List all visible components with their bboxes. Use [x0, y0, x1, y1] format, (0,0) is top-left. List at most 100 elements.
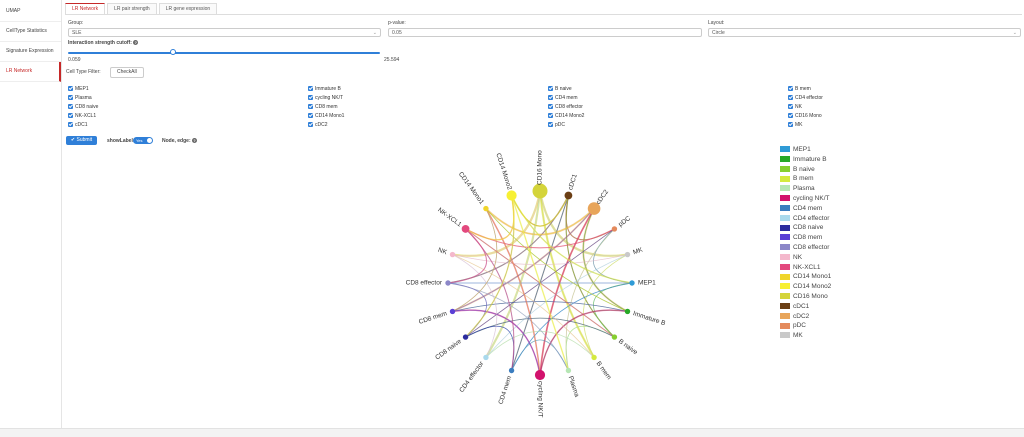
sidebar-item-umap[interactable]: UMAP	[0, 2, 61, 22]
network-node-label: CD14 Mono2	[494, 152, 513, 191]
celltype-checkbox[interactable]: CD8 mem	[308, 104, 338, 110]
legend-label: cDC1	[793, 302, 810, 310]
network-node[interactable]	[449, 308, 456, 315]
checkbox-checked-icon	[308, 86, 313, 92]
legend-item[interactable]: CD4 mem	[780, 205, 822, 215]
network-node[interactable]	[483, 205, 489, 212]
celltype-checkbox[interactable]: NK	[788, 104, 802, 110]
celltype-checkbox[interactable]: cDC2	[308, 122, 328, 128]
checkbox-checked-icon	[788, 122, 793, 128]
sidebar: UMAP CellType Statistics Signature Expre…	[0, 0, 62, 436]
network-node-label: NK-XCL1	[436, 207, 463, 229]
celltype-checkbox[interactable]: B mem	[788, 86, 811, 92]
celltype-checkbox[interactable]: cycling NK/T	[308, 95, 343, 101]
legend-item[interactable]: pDC	[780, 322, 806, 332]
celltype-checkbox[interactable]: Immature B	[308, 86, 341, 92]
help-icon[interactable]: ?	[192, 138, 198, 144]
showlabel-toggle[interactable]: Yes	[133, 137, 153, 144]
network-node[interactable]	[629, 280, 635, 286]
legend-item[interactable]: CD8 mem	[780, 234, 822, 244]
celltype-checkbox-label: B mem	[795, 86, 811, 92]
sidebar-item-signature-expression[interactable]: Signature Expression	[0, 42, 61, 62]
group-select[interactable]: SLE ⌄	[68, 28, 381, 37]
celltype-checkbox[interactable]: CD4 mem	[548, 95, 578, 101]
legend-item[interactable]: NK-XCL1	[780, 264, 820, 274]
network-node[interactable]	[506, 190, 517, 201]
network-node[interactable]	[587, 202, 601, 215]
checkbox-checked-icon	[68, 86, 73, 92]
legend-item[interactable]: B naive	[780, 166, 815, 176]
network-node[interactable]	[508, 367, 515, 374]
legend-item[interactable]: Immature B	[780, 156, 827, 166]
help-icon[interactable]: ?	[133, 40, 139, 46]
legend-item[interactable]: B mem	[780, 175, 814, 185]
network-node[interactable]	[564, 191, 573, 200]
tab-lr-pair-strength[interactable]: LR pair strength	[107, 3, 157, 15]
tab-lr-gene-expression[interactable]: LR gene expression	[158, 3, 218, 15]
network-node[interactable]	[611, 226, 618, 232]
network-node[interactable]	[532, 183, 548, 199]
sidebar-item-lr-network[interactable]: LR Network	[0, 62, 61, 82]
cutoff-slider-track[interactable]	[68, 52, 380, 54]
sidebar-item-celltype-statistics[interactable]: CellType Statistics	[0, 22, 61, 42]
legend-label: MK	[793, 332, 803, 340]
celltype-checkbox[interactable]: MEP1	[68, 86, 89, 92]
celltype-checkbox[interactable]: cDC1	[68, 122, 88, 128]
legend-item[interactable]: CD4 effector	[780, 215, 829, 225]
checkall-button[interactable]: CheckAll	[110, 67, 144, 78]
network-node[interactable]	[624, 308, 631, 315]
celltype-checkbox[interactable]: CD8 effector	[548, 104, 583, 110]
checkbox-checked-icon	[308, 95, 313, 101]
network-node[interactable]	[445, 280, 451, 286]
celltype-filter-label: Cell Type Filter:	[66, 69, 101, 75]
network-node-label: CD8 effector	[406, 280, 443, 287]
network-node[interactable]	[591, 354, 597, 361]
legend-item[interactable]: CD8 naive	[780, 224, 823, 234]
network-node[interactable]	[461, 225, 470, 233]
legend-item[interactable]: MEP1	[780, 146, 811, 156]
pvalue-input[interactable]: 0.05	[388, 28, 702, 37]
celltype-checkbox[interactable]: CD14 Mono2	[548, 113, 584, 119]
legend-swatch	[780, 332, 790, 339]
legend-item[interactable]: CD16 Mono	[780, 293, 828, 303]
network-node[interactable]	[483, 354, 489, 361]
celltype-checkbox[interactable]: CD8 naive	[68, 104, 98, 110]
legend-item[interactable]: CD14 Mono1	[780, 273, 831, 283]
network-node[interactable]	[565, 367, 572, 374]
cutoff-label-text: Interaction strength cutoff:	[68, 40, 132, 46]
celltype-checkbox[interactable]: MK	[788, 122, 803, 128]
submit-button[interactable]: ✔ Submit	[66, 136, 97, 145]
legend-swatch	[780, 283, 790, 290]
legend-item[interactable]: Plasma	[780, 185, 815, 195]
cutoff-label: Interaction strength cutoff: ?	[68, 40, 139, 46]
layout-select[interactable]: Circle ⌄	[708, 28, 1021, 37]
network-edge	[447, 228, 488, 284]
legend-item[interactable]: cDC1	[780, 303, 809, 313]
celltype-checkbox[interactable]: pDC	[548, 122, 565, 128]
network-node[interactable]	[534, 369, 546, 381]
network-node[interactable]	[611, 334, 618, 340]
legend-item[interactable]: NK	[780, 254, 802, 264]
network-node[interactable]	[462, 334, 469, 340]
cutoff-slider-handle[interactable]	[170, 49, 176, 55]
legend-item[interactable]: CD8 effector	[780, 244, 829, 254]
network-node-label: CD16 Mono	[537, 150, 544, 185]
tab-lr-network[interactable]: LR Network	[65, 3, 106, 15]
network-node[interactable]	[624, 251, 631, 258]
network-edge	[452, 254, 628, 265]
legend-item[interactable]: MK	[780, 332, 803, 342]
celltype-checkbox[interactable]: CD16 Mono	[788, 113, 822, 119]
network-node[interactable]	[449, 251, 456, 258]
legend-item[interactable]: cDC2	[780, 313, 809, 323]
celltype-checkbox[interactable]: B naive	[548, 86, 572, 92]
celltype-checkbox-label: B naive	[555, 86, 572, 92]
network-edge	[582, 254, 628, 358]
legend-item[interactable]: cycling NK/T	[780, 195, 829, 205]
network-edge	[511, 282, 633, 371]
checkbox-checked-icon	[548, 104, 553, 110]
celltype-checkbox[interactable]: CD14 Mono1	[308, 113, 344, 119]
legend-item[interactable]: CD14 Mono2	[780, 283, 831, 293]
celltype-checkbox[interactable]: Plasma	[68, 95, 92, 101]
celltype-checkbox[interactable]: CD4 effector	[788, 95, 823, 101]
celltype-checkbox[interactable]: NK-XCL1	[68, 113, 96, 119]
